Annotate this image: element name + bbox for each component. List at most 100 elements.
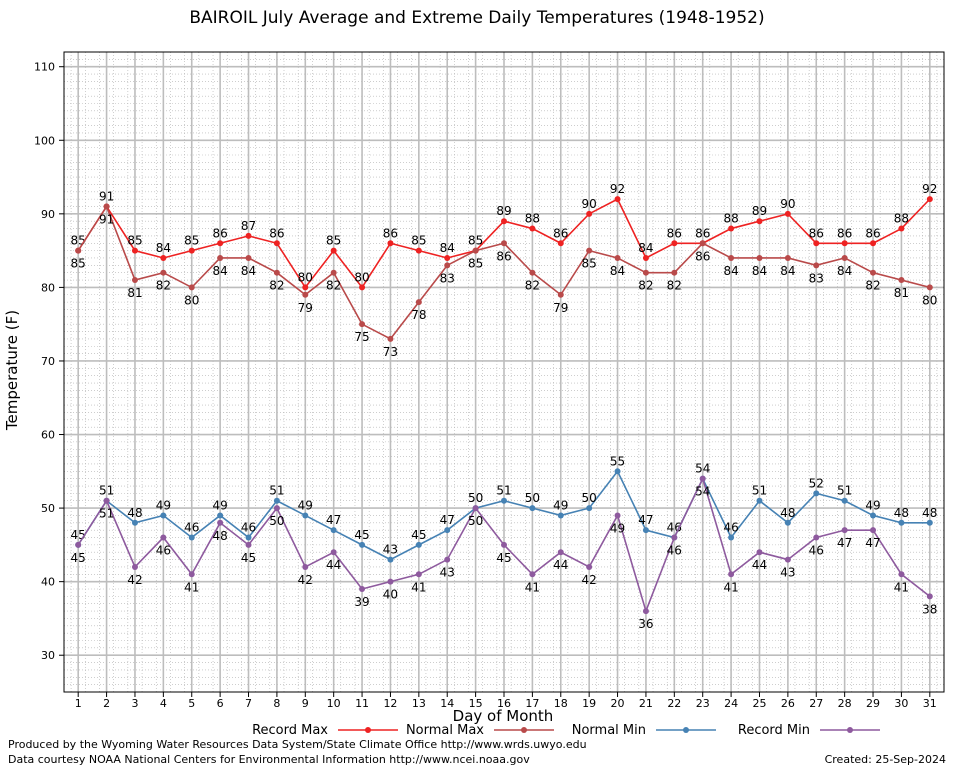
record-min-data-label: 46 bbox=[809, 544, 824, 558]
series-layer: 85 91 85 84 85 86 87 86 80 85 80 86 85 84 85 89 88 86 90 92… bbox=[71, 182, 938, 631]
record-max-data-label: 88 bbox=[894, 212, 909, 226]
legend-swatch-marker bbox=[365, 727, 371, 733]
normal-min-data-label: 51 bbox=[752, 484, 767, 498]
record-min-point bbox=[870, 527, 877, 534]
normal-max-point bbox=[926, 284, 933, 291]
record-max-point bbox=[529, 225, 536, 232]
x-tick-label: 23 bbox=[696, 697, 710, 710]
x-tick-label: 10 bbox=[327, 697, 341, 710]
normal-max-point bbox=[671, 269, 678, 276]
x-tick-label: 12 bbox=[383, 697, 397, 710]
normal-min-point bbox=[926, 519, 933, 526]
chart-title: BAIROIL July Average and Extreme Daily T… bbox=[189, 8, 765, 28]
y-tick-label: 50 bbox=[41, 502, 55, 515]
record-min-point bbox=[756, 549, 763, 556]
normal-max-data-label: 84 bbox=[610, 264, 625, 278]
normal-max-data-label: 78 bbox=[411, 308, 426, 322]
x-tick-label: 25 bbox=[752, 697, 766, 710]
normal-min-point bbox=[557, 512, 564, 519]
normal-max-data-label: 80 bbox=[184, 293, 199, 307]
x-tick-label: 14 bbox=[440, 697, 454, 710]
record-min-point bbox=[898, 571, 905, 578]
normal-max-data-label: 81 bbox=[894, 286, 909, 300]
legend-label: Normal Min bbox=[572, 723, 646, 738]
record-min-data-label: 40 bbox=[383, 588, 398, 602]
record-min-point bbox=[841, 527, 848, 534]
record-max-point bbox=[841, 240, 848, 247]
record-min-data-label: 47 bbox=[865, 536, 880, 550]
x-tick-label: 16 bbox=[497, 697, 511, 710]
record-min-point bbox=[784, 556, 791, 563]
record-max-data-label: 84 bbox=[440, 241, 455, 255]
normal-min-data-label: 46 bbox=[241, 521, 256, 535]
record-min-data-label: 42 bbox=[298, 573, 313, 587]
normal-max-data-label: 82 bbox=[865, 279, 880, 293]
record-min-point bbox=[813, 534, 820, 541]
record-max-point bbox=[756, 218, 763, 225]
record-min-point bbox=[302, 563, 309, 570]
normal-min-data-label: 49 bbox=[298, 498, 313, 512]
normal-min-data-label: 46 bbox=[184, 521, 199, 535]
x-tick-label: 31 bbox=[923, 697, 937, 710]
normal-max-data-label: 82 bbox=[156, 279, 171, 293]
created-date: Created: 25-Sep-2024 bbox=[824, 753, 946, 766]
record-min-data-label: 44 bbox=[326, 558, 341, 572]
record-max-data-label: 85 bbox=[184, 234, 199, 248]
normal-max-point bbox=[245, 254, 252, 261]
record-max-data-label: 86 bbox=[383, 226, 398, 240]
record-max-data-label: 86 bbox=[269, 226, 284, 240]
series-record-max: 85 91 85 84 85 86 87 86 80 85 80 86 85 84 85 89 88 86 90 92… bbox=[71, 182, 937, 291]
record-min-data-label: 45 bbox=[71, 551, 86, 565]
normal-max-point bbox=[642, 269, 649, 276]
record-max-point bbox=[188, 247, 195, 254]
normal-max-point bbox=[756, 254, 763, 261]
normal-max-data-label: 84 bbox=[241, 264, 256, 278]
record-max-data-label: 88 bbox=[525, 212, 540, 226]
normal-max-data-label: 85 bbox=[468, 257, 483, 271]
record-min-data-label: 41 bbox=[411, 580, 426, 594]
x-axis-label: Day of Month bbox=[453, 707, 554, 725]
normal-max-data-label: 82 bbox=[667, 279, 682, 293]
y-axis-label: Temperature (F) bbox=[3, 310, 21, 431]
x-tick-label: 7 bbox=[245, 697, 252, 710]
record-max-point bbox=[614, 196, 621, 203]
record-min-data-label: 44 bbox=[752, 558, 767, 572]
normal-min-data-label: 48 bbox=[894, 506, 909, 520]
normal-min-data-label: 49 bbox=[865, 498, 880, 512]
x-tick-label: 27 bbox=[809, 697, 823, 710]
normal-min-point bbox=[330, 527, 337, 534]
normal-max-data-label: 82 bbox=[326, 279, 341, 293]
record-max-point bbox=[217, 240, 224, 247]
record-max-point bbox=[444, 254, 451, 261]
y-tick-label: 80 bbox=[41, 281, 55, 294]
normal-min-point bbox=[586, 505, 593, 512]
series-normal-max: 85 91 81 82 80 84 84 82 79 82 75 73 78 83 85 86 82 79 85 84… bbox=[71, 203, 937, 359]
record-min-data-label: 41 bbox=[525, 580, 540, 594]
record-max-point bbox=[131, 247, 138, 254]
record-min-data-label: 47 bbox=[837, 536, 852, 550]
normal-min-data-label: 50 bbox=[582, 491, 597, 505]
normal-min-data-label: 52 bbox=[809, 476, 824, 490]
record-min-point bbox=[614, 512, 621, 519]
record-max-point bbox=[415, 247, 422, 254]
record-max-point bbox=[557, 240, 564, 247]
x-tick-label: 5 bbox=[188, 697, 195, 710]
x-tick-label: 4 bbox=[160, 697, 167, 710]
x-tick-label: 26 bbox=[781, 697, 795, 710]
normal-min-point bbox=[217, 512, 224, 519]
x-tick-label: 24 bbox=[724, 697, 738, 710]
y-tick-label: 30 bbox=[41, 649, 55, 662]
legend-label: Record Min bbox=[738, 723, 810, 738]
record-max-point bbox=[870, 240, 877, 247]
legend-item-record-min: Record Min bbox=[738, 723, 880, 738]
record-max-point bbox=[359, 284, 366, 291]
x-tick-label: 15 bbox=[469, 697, 483, 710]
normal-max-point bbox=[444, 262, 451, 269]
record-min-point bbox=[586, 563, 593, 570]
record-max-point bbox=[245, 232, 252, 239]
record-min-point bbox=[103, 497, 110, 504]
normal-max-point bbox=[898, 277, 905, 284]
record-min-data-label: 54 bbox=[695, 485, 710, 499]
record-min-point bbox=[501, 541, 507, 548]
record-max-data-label: 90 bbox=[582, 197, 597, 211]
